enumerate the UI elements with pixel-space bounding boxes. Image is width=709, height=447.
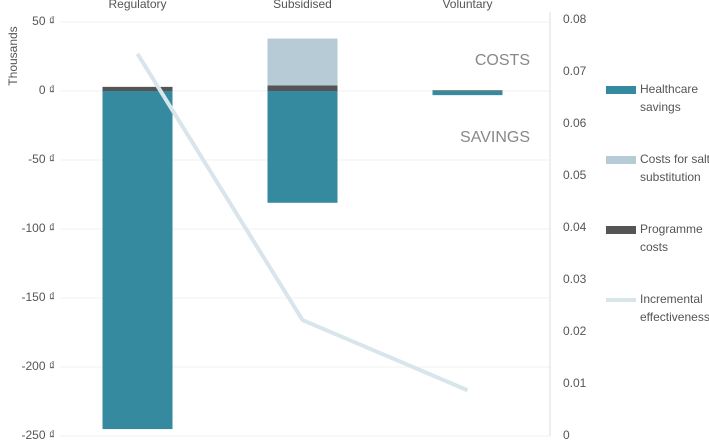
y2-tick-label: 0.05 [563,168,587,182]
legend-label: Incremental effectiveness [640,292,709,324]
y2-tick-label: 0.01 [563,376,587,390]
legend-swatch [606,156,636,164]
x-tick-label: Voluntary [442,0,492,11]
bar [267,38,338,86]
y-tick-label: -200 ₫ [21,359,55,373]
y2-tick-label: 0.03 [563,272,587,286]
legend-label: Programme costs [640,222,703,254]
y-tick-label: -150 ₫ [21,290,55,304]
y2-tick-label: 0.08 [563,12,587,26]
bar [267,85,338,91]
bar [432,91,503,96]
x-tick-label: Regulatory [108,0,166,11]
y2-tick-label: 0.04 [563,220,587,234]
y-tick-label: 0 ₫ [39,83,55,97]
y2-tick-label: 0.02 [563,324,587,338]
legend-swatch [606,86,636,94]
annotation: SAVINGS [460,129,530,146]
y2-tick-label: 0.07 [563,64,587,78]
bar [102,91,173,430]
bar [267,91,338,203]
y-tick-label: -250 ₫ [21,428,55,442]
y-axis-label: Thousands [6,26,20,85]
y-tick-label: 50 ₫ [32,14,55,28]
annotation: COSTS [475,52,530,69]
bar [102,86,173,91]
bar [432,90,503,91]
y2-tick-label: 0.06 [563,116,587,130]
legend-label: Costs for salt substitution [640,152,709,184]
legend-label: Healthcare savings [640,82,698,114]
y-tick-label: -50 ₫ [28,152,55,166]
x-tick-label: Subsidised [273,0,332,11]
line [135,52,469,393]
y-tick-label: -100 ₫ [21,221,55,235]
y2-tick-label: 0 [563,428,570,442]
legend-swatch [606,226,636,234]
